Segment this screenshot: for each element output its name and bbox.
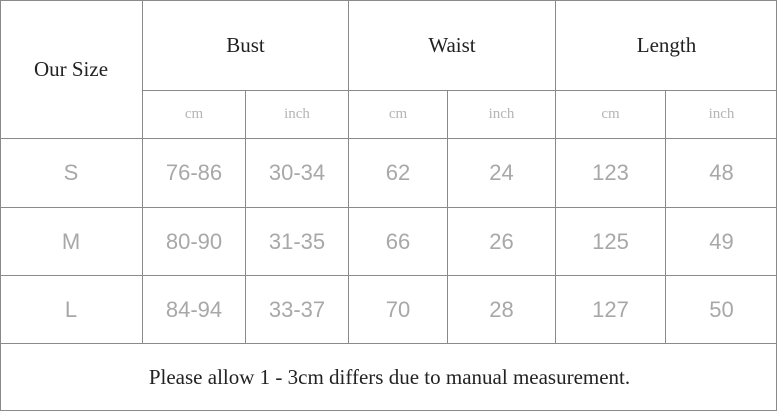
unit-header: cm <box>143 91 246 139</box>
measure-cell: 48 <box>666 139 776 208</box>
size-header: Our Size <box>1 1 143 139</box>
size-cell: L <box>1 276 143 344</box>
measure-cell: 66 <box>349 208 448 276</box>
measure-cell: 26 <box>448 208 556 276</box>
measure-cell: 49 <box>666 208 776 276</box>
size-cell: S <box>1 139 143 208</box>
measure-cell: 33-37 <box>246 276 349 344</box>
measure-cell: 62 <box>349 139 448 208</box>
measure-cell: 28 <box>448 276 556 344</box>
measure-cell: 50 <box>666 276 776 344</box>
unit-header: cm <box>349 91 448 139</box>
measure-cell: 31-35 <box>246 208 349 276</box>
measure-cell: 125 <box>556 208 666 276</box>
footnote: Please allow 1 - 3cm differs due to manu… <box>148 364 631 389</box>
group-header: Bust <box>143 1 349 91</box>
measure-cell: 30-34 <box>246 139 349 208</box>
unit-header: inch <box>246 91 349 139</box>
unit-header: cm <box>556 91 666 139</box>
unit-header: inch <box>448 91 556 139</box>
measure-cell: 24 <box>448 139 556 208</box>
group-header: Length <box>556 1 776 91</box>
size-cell: M <box>1 208 143 276</box>
group-header: Waist <box>349 1 556 91</box>
measure-cell: 80-90 <box>143 208 246 276</box>
measure-cell: 70 <box>349 276 448 344</box>
measure-cell: 76-86 <box>143 139 246 208</box>
measure-cell: 123 <box>556 139 666 208</box>
measure-cell: 84-94 <box>143 276 246 344</box>
measure-cell: 127 <box>556 276 666 344</box>
unit-header: inch <box>666 91 776 139</box>
